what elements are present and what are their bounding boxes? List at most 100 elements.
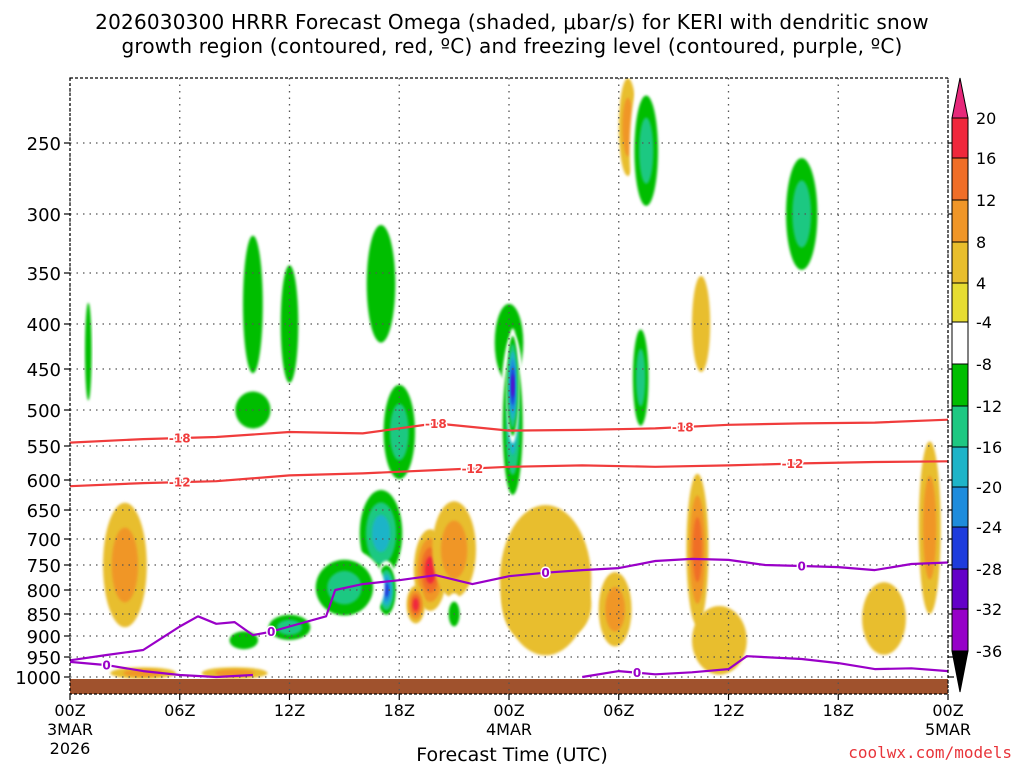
freezing-level-contour-surface — [582, 655, 948, 679]
dgz-contour-minus12-label-2: -12 — [782, 457, 804, 471]
colorbar-label-0: 20 — [976, 109, 996, 128]
freezing-level-contour-label-1: 0 — [541, 566, 549, 580]
colorbar-label-3: 8 — [976, 233, 986, 252]
colorbar-label-7: -12 — [976, 397, 1002, 416]
colorbar-bin-11 — [951, 568, 969, 610]
omega-rising-area-5-shell-2 — [389, 403, 409, 461]
y-tick-label-450: 450 — [27, 360, 61, 381]
x-tick-label-18: 18Z — [384, 701, 415, 720]
colorbar-label-8: -16 — [976, 438, 1002, 457]
colorbar-label-2: 12 — [976, 191, 996, 210]
freezing-level-contour-surface-label-0: 0 — [633, 666, 641, 680]
dgz-contour-minus18-label-1: -18 — [425, 417, 447, 431]
colorbar-label-10: -24 — [976, 518, 1002, 537]
dgz-contour-minus12-label-0: -12 — [169, 476, 191, 490]
omega-rising-area-13-shell-6 — [511, 374, 514, 398]
colorbar-label-11: -28 — [976, 560, 1002, 579]
terrain-ground — [70, 679, 948, 694]
colorbar-bin-2 — [951, 199, 969, 243]
dgz-contour-minus12-label-1: -12 — [462, 462, 484, 476]
colorbar-bin-5 — [951, 321, 969, 365]
colorbar-bin-6 — [951, 363, 969, 407]
y-tick-label-250: 250 — [27, 134, 61, 155]
y-tick-label-400: 400 — [27, 315, 61, 336]
x-tick-label-12: 12Z — [274, 701, 305, 720]
omega-rising-area-15-shell-2 — [636, 348, 646, 407]
colorbar-bin-9 — [951, 486, 969, 528]
colorbar-bin-8 — [951, 446, 969, 488]
colorbar-bin-7 — [951, 405, 969, 448]
y-tick-label-500: 500 — [27, 401, 61, 422]
omega-rising-area-1-shell-1 — [243, 235, 263, 374]
x-tick-label-36: 12Z — [713, 701, 744, 720]
colorbar-bin-10 — [951, 526, 969, 570]
x-tick-date-48: 5MAR — [925, 720, 971, 739]
chart-title-line-2: growth region (contoured, red, ºC) and f… — [121, 34, 903, 58]
y-tick-label-750: 750 — [27, 556, 61, 577]
omega-sinking-area-12-shell-0 — [862, 582, 906, 655]
x-tick-label-6: 06Z — [164, 701, 195, 720]
omega-rising-area-6-shell-3 — [371, 514, 391, 553]
y-tick-label-300: 300 — [27, 205, 61, 226]
colorbar-label-1: 16 — [976, 149, 996, 168]
colorbar-label-5: -4 — [976, 313, 992, 332]
y-tick-label-650: 650 — [27, 501, 61, 522]
colorbar-label-12: -32 — [976, 600, 1002, 619]
omega-sinking-area-15-shell-0 — [499, 505, 592, 656]
chart-title-line-1: 2026030300 HRRR Forecast Omega (shaded, … — [95, 10, 929, 34]
omega-sinking-area-11-shell-0 — [692, 606, 747, 675]
omega-rising-area-14-shell-2 — [639, 117, 654, 184]
omega-rising-area-16-shell-2 — [792, 180, 812, 248]
x-tick-label-24: 00Z — [493, 701, 524, 720]
x-tick-label-48: 00Z — [932, 701, 963, 720]
colorbar-bin-12 — [951, 608, 969, 652]
colorbar-arrow-top — [951, 77, 969, 119]
x-tick-year-0: 2026 — [50, 739, 91, 758]
freezing-level-contour-low-label-0: 0 — [102, 659, 110, 673]
y-tick-label-550: 550 — [27, 437, 61, 458]
freezing-level-contour-low — [70, 660, 253, 679]
freezing-level-contour-label-0: 0 — [267, 625, 275, 639]
colorbar-label-4: 4 — [976, 274, 986, 293]
x-tick-date-0: 3MAR — [47, 720, 93, 739]
dgz-contour-minus18-label-0: -18 — [169, 432, 191, 446]
colorbar-bin-1 — [951, 157, 969, 201]
omega-rising-area-10-shell-1 — [229, 631, 259, 650]
y-tick-label-1000: 1000 — [15, 668, 61, 689]
omega-sinking-area-1-shell-3 — [412, 598, 419, 611]
y-tick-label-600: 600 — [27, 471, 61, 492]
freezing-level-contour-label-2: 0 — [797, 560, 805, 574]
y-tick-label-700: 700 — [27, 530, 61, 551]
colorbar-bin-3 — [951, 241, 969, 284]
x-axis-title: Forecast Time (UTC) — [416, 744, 608, 766]
omega-sinking-area-7-shell-1 — [111, 527, 139, 603]
colorbar-bin-4 — [951, 282, 969, 323]
y-tick-label-850: 850 — [27, 605, 61, 626]
y-tick-label-950: 950 — [27, 648, 61, 669]
x-tick-label-0: 00Z — [54, 701, 85, 720]
omega-sinking-area-13-shell-1 — [923, 475, 937, 580]
omega-sinking-area-6-shell-2 — [692, 517, 703, 583]
omega-rising-area-7-shell-5 — [383, 583, 389, 597]
x-tick-date-24: 4MAR — [486, 720, 532, 739]
omega-rising-area-0-shell-1 — [85, 302, 92, 401]
dgz-contour-minus12 — [70, 460, 948, 488]
omega-sinking-area-5-shell-1 — [605, 587, 625, 632]
credit-text: coolwx.com/models — [848, 743, 1012, 762]
colorbar-label-9: -20 — [976, 478, 1002, 497]
x-tick-label-30: 06Z — [603, 701, 634, 720]
colorbar-label-6: -8 — [976, 355, 992, 374]
y-tick-label-800: 800 — [27, 581, 61, 602]
omega-sinking-area-2-shell-1 — [440, 520, 468, 579]
dgz-contour-minus18-label-2: -18 — [672, 421, 694, 435]
colorbar-arrow-bottom — [951, 650, 969, 693]
colorbar-bin-0 — [951, 117, 969, 159]
dgz-contour-minus18 — [70, 418, 948, 444]
omega-rising-area-4-shell-1 — [366, 224, 396, 343]
omega-rising-area-3-shell-1 — [280, 265, 299, 383]
colorbar-label-13: -36 — [976, 642, 1002, 661]
freezing-level-contour — [70, 557, 948, 662]
y-tick-label-350: 350 — [27, 264, 61, 285]
x-tick-label-42: 18Z — [823, 701, 854, 720]
